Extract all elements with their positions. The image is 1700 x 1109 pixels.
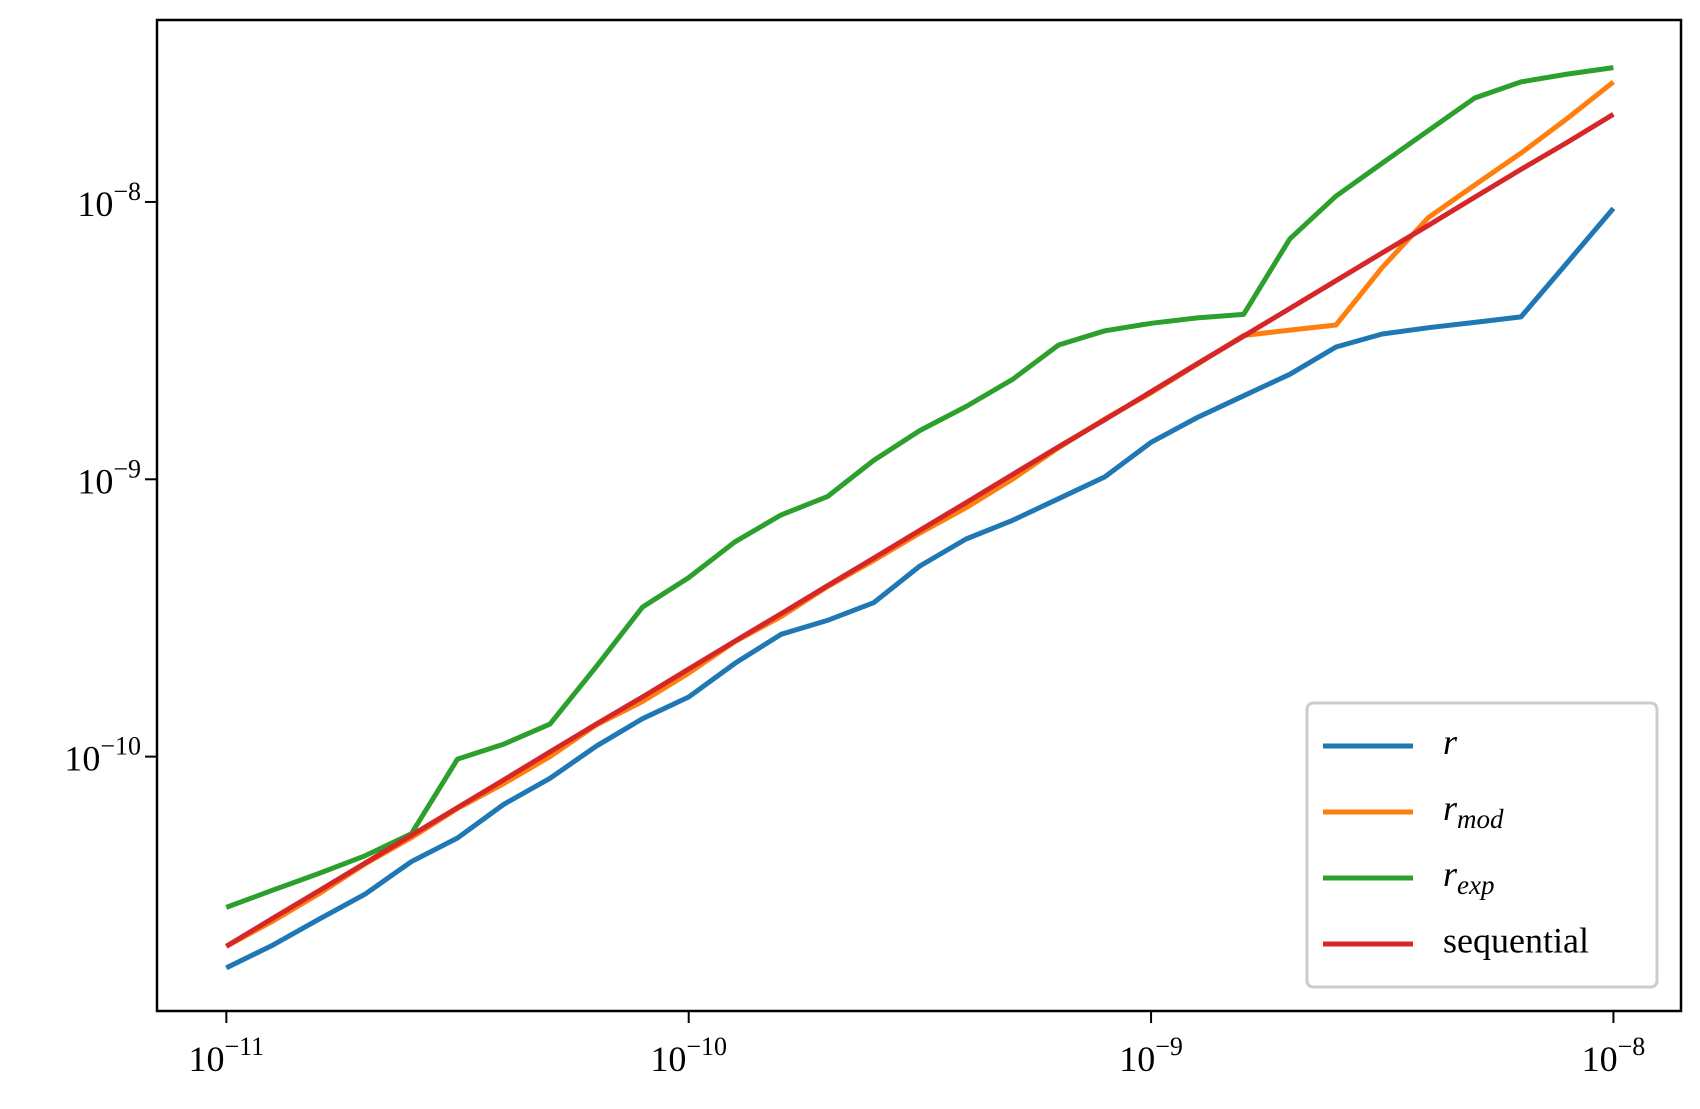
- plot-frame: [155, 18, 1683, 1013]
- x-tick-label: 10−11: [188, 1032, 264, 1079]
- legend-box: [1305, 701, 1659, 989]
- y-tick-label: 10−10: [64, 732, 141, 779]
- line: [225, 112, 1615, 949]
- x-tick-label: 10−9: [1119, 1032, 1183, 1079]
- x-tick-label: 10−8: [1582, 1032, 1646, 1079]
- legend-label: sequential: [1443, 920, 1589, 960]
- legend-label: r: [1443, 722, 1458, 762]
- y-tick-label: 10−8: [77, 177, 141, 224]
- line: [225, 65, 1614, 910]
- legend-label: rmod: [1443, 788, 1504, 834]
- x-tick-label: 10−10: [650, 1032, 727, 1079]
- y-tick-label: 10−9: [77, 454, 141, 501]
- line: [225, 206, 1616, 971]
- legend-label: rexp: [1443, 854, 1494, 900]
